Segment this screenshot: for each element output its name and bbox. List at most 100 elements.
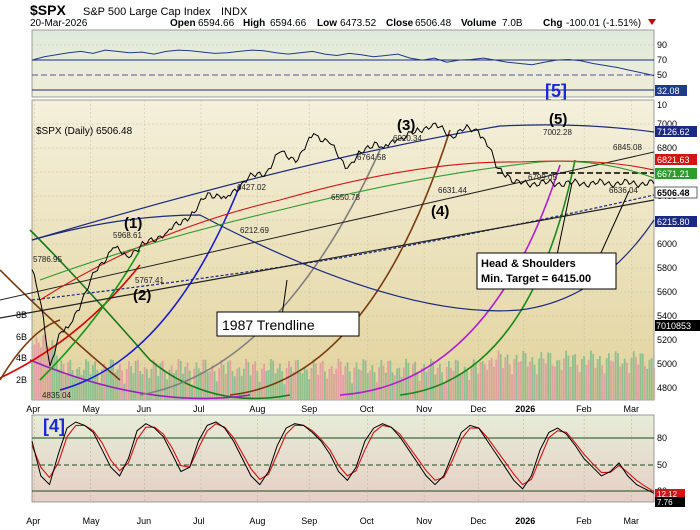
rsi-background — [31, 29, 655, 98]
volume-bar — [339, 361, 342, 400]
volume-bar — [130, 366, 133, 400]
volume-bar — [526, 366, 529, 400]
stoch-tick-50: 50 — [657, 460, 667, 470]
price-label-6212: 6212.69 — [240, 226, 269, 235]
volume-bar — [623, 358, 626, 400]
volume-bar — [648, 359, 651, 400]
volume-bar — [58, 369, 60, 400]
volume-bar — [420, 367, 423, 400]
volume-bar — [603, 373, 606, 400]
volume-bar — [414, 361, 417, 400]
volume-bar — [375, 382, 378, 400]
x-axis-label: Sep — [301, 516, 317, 526]
x-axis-label: Oct — [360, 516, 375, 526]
wave-2-label: (2) — [133, 287, 151, 304]
volume-bar — [222, 364, 225, 400]
volume-bar — [565, 350, 568, 400]
x-axis-label: Nov — [416, 404, 433, 414]
x-axis-label: Mar — [623, 404, 639, 414]
volume-bar — [218, 368, 220, 400]
volume-bar — [533, 364, 536, 400]
volume-bar — [157, 375, 160, 400]
volume-bar — [109, 359, 112, 400]
volume-bar — [137, 359, 139, 400]
moving-average-green — [39, 160, 655, 281]
volume-bar — [35, 337, 38, 400]
volume-bar — [197, 368, 200, 400]
hs-callout-target: Min. Target = 6415.00 — [481, 273, 591, 285]
volume-bar — [644, 365, 646, 400]
rsi-tick-50: 50 — [657, 70, 667, 80]
price-tick-label: 4800 — [657, 383, 677, 393]
volume-bar — [452, 370, 455, 400]
volume-bar — [635, 357, 637, 400]
x-axis-label: Jul — [193, 516, 205, 526]
badge-6671-box — [655, 168, 697, 179]
volume-bar — [254, 361, 257, 400]
volume-bar — [418, 380, 421, 400]
volume-bar — [497, 350, 500, 400]
volume-bar — [139, 370, 142, 400]
volume-bar — [531, 357, 534, 400]
volume-bar — [439, 363, 441, 400]
volume-bar — [170, 365, 173, 400]
low-value: 6473.52 — [340, 18, 377, 29]
hs-pointer-2 — [599, 190, 630, 256]
volume-bar — [330, 365, 333, 400]
volume-bar — [324, 371, 326, 400]
badge-6671: 6671.21 — [657, 169, 690, 179]
volume-bar — [37, 342, 40, 400]
volume-bar — [637, 364, 640, 400]
volume-bar — [193, 368, 196, 400]
volume-bar — [524, 353, 527, 400]
volume-bar — [396, 368, 398, 400]
volume-bar — [387, 361, 389, 400]
rsi-tick-10: 10 — [657, 100, 667, 110]
volume-bar — [547, 352, 549, 400]
x-axis-label: Jun — [137, 516, 152, 526]
volume-bar — [116, 369, 119, 400]
volume-bar — [263, 363, 266, 400]
volume-bar — [373, 372, 376, 400]
volume-bar — [599, 355, 601, 400]
stoch-tick-80: 80 — [657, 433, 667, 443]
price-label-6550: 6550.78 — [331, 193, 360, 202]
arc-green-left — [29, 229, 291, 400]
price-label-4835: 4835.04 — [42, 391, 71, 400]
volume-bar — [608, 353, 610, 400]
right-value-badges: 7126.62 6821.63 6671.21 6506.48 6215.80 … — [654, 126, 700, 331]
volume-bar — [630, 357, 633, 400]
wave-arcs — [0, 129, 576, 400]
volume-bar — [443, 382, 446, 400]
volume-bar — [42, 335, 45, 400]
badge-6215-box — [655, 216, 697, 227]
volume-bar — [612, 361, 615, 400]
volume-bar — [67, 362, 69, 400]
price-labels: 5786.95 5968.61 5767.41 6427.02 6212.69 … — [33, 128, 642, 400]
x-axis-label: Feb — [576, 404, 592, 414]
volume-bar — [240, 375, 243, 400]
price-label-6427: 6427.02 — [237, 183, 266, 192]
volume-value: 7.0B — [502, 18, 523, 29]
volume-bar — [297, 360, 299, 400]
volume-bar — [267, 369, 270, 400]
low-label: Low — [317, 18, 337, 29]
volume-bar — [134, 360, 137, 400]
volume-bar — [251, 364, 254, 400]
volume-bar — [580, 359, 583, 400]
volume-bar — [587, 359, 590, 400]
volume-bar — [166, 379, 169, 400]
volume-bar — [164, 370, 166, 400]
volume-bar — [504, 357, 507, 400]
volume-bar — [272, 360, 275, 400]
x-axis-label: Sep — [301, 404, 317, 414]
volume-bar — [632, 351, 635, 400]
volume-bar — [357, 369, 360, 400]
badge-6821: 6821.63 — [657, 155, 690, 165]
volume-bar — [69, 359, 72, 400]
volume-bar — [628, 372, 631, 400]
x-axis-label: 2026 — [515, 404, 535, 414]
volume-bar — [592, 353, 595, 400]
volume-bar — [542, 358, 545, 400]
volume-bar — [71, 369, 74, 400]
